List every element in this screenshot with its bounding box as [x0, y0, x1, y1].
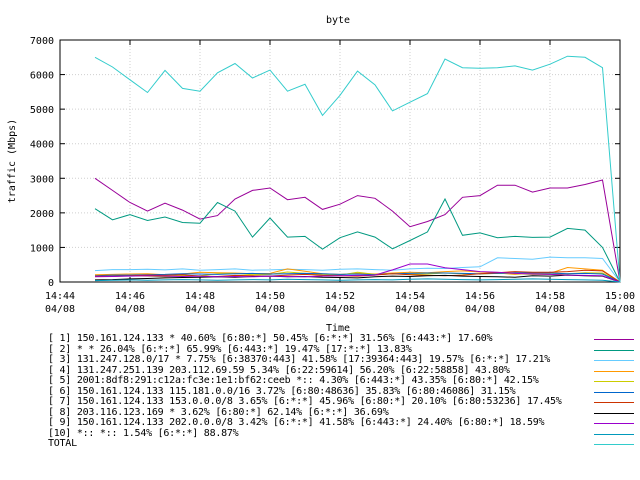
- x-tick-label-date: 04/08: [45, 304, 75, 315]
- legend-item: TOTAL: [48, 438, 638, 450]
- x-tick-label-time: 14:54: [395, 291, 425, 302]
- legend-item: [ 2] * * 26.04% [6:*:*] 65.99% [6:443:*]…: [48, 343, 638, 356]
- x-axis: 14:44 04/08 14:46 04/08 14:48 04/08 14:50 04/08…: [45, 40, 635, 315]
- legend-item: [ 5] 2001:8df8:291:c12a:fc3e:1e1:bf62:ce…: [48, 375, 638, 387]
- x-tick-label-date: 04/08: [395, 304, 425, 315]
- legend-label: [ 4] 131.247.251.139 203.112.69.59 5.34%…: [48, 364, 510, 376]
- y-tick-label: 1000: [30, 243, 54, 254]
- y-tick-label: 6000: [30, 71, 54, 82]
- legend-label: [10] *:: *:: 1.54% [6:*:*] 88.87%: [48, 427, 239, 439]
- legend-label: [ 7] 150.161.124.133 153.0.0.0/8 3.65% […: [48, 396, 562, 407]
- legend-swatch: [594, 423, 634, 424]
- x-tick-label-time: 14:56: [465, 291, 495, 302]
- legend-label: TOTAL: [48, 438, 77, 449]
- series-line-10: [94, 278, 621, 283]
- legend-label: [ 2] * * 26.04% [6:*:*] 65.99% [6:443:*]…: [48, 343, 412, 355]
- legend-label: [ 6] 150.161.124.133 115.181.0.0/16 3.72…: [48, 385, 516, 397]
- x-tick-label-time: 15:00: [605, 291, 635, 302]
- y-tick-label: 5000: [30, 105, 54, 116]
- legend-label: [ 3] 131.247.128.0/17 * 7.75% [6:38370:4…: [48, 354, 551, 365]
- legend-item: [ 3] 131.247.128.0/17 * 7.75% [6:38370:4…: [48, 354, 638, 366]
- x-tick-label-time: 14:48: [185, 291, 215, 302]
- legend-swatch: [594, 391, 634, 393]
- legend-label: [ 9] 150.161.124.133 202.0.0.0/8 3.42% […: [48, 417, 545, 428]
- x-tick-label-date: 04/08: [605, 304, 635, 315]
- series-line-2: [94, 197, 621, 283]
- y-tick-label: 7000: [30, 36, 54, 47]
- series-line-7: [95, 269, 621, 283]
- series-line-11: [94, 55, 621, 283]
- x-tick-label-date: 04/08: [255, 304, 285, 315]
- x-axis-label: Time: [326, 323, 350, 334]
- series-lines: [94, 55, 621, 283]
- x-tick-label-time: 14:46: [115, 291, 145, 302]
- x-tick-label-date: 04/08: [535, 304, 565, 315]
- legend-item: [ 9] 150.161.124.133 202.0.0.0/8 3.42% […: [48, 417, 638, 429]
- legend-item: [ 7] 150.161.124.133 153.0.0.0/8 3.65% […: [48, 396, 638, 408]
- grid-lines: [60, 40, 620, 282]
- series-line-8: [94, 274, 621, 283]
- y-tick-label: 4000: [30, 140, 54, 151]
- x-tick-label-time: 14:50: [255, 291, 285, 302]
- x-tick-label-time: 14:58: [535, 291, 565, 302]
- legend-swatch: [594, 402, 634, 403]
- y-tick-label: 2000: [30, 209, 54, 220]
- y-tick-label: 0: [48, 278, 54, 289]
- x-tick-label-date: 04/08: [115, 304, 145, 315]
- x-tick-label-date: 04/08: [325, 304, 355, 315]
- series-line-3: [94, 256, 621, 283]
- legend-swatch: [594, 349, 634, 351]
- y-axis: 0 1000 2000 3000 4000 5000 6000 7000: [30, 36, 620, 289]
- x-tick-label-date: 04/08: [185, 304, 215, 315]
- legend-swatch: [594, 370, 634, 372]
- series-line-1: [94, 177, 621, 283]
- series-line-9: [94, 263, 621, 283]
- legend-label: [ 1] 150.161.124.133 * 40.60% [6:80:*] 5…: [48, 333, 493, 344]
- legend-item: [ 6] 150.161.124.133 115.181.0.0/16 3.72…: [48, 385, 638, 398]
- legend-item: [10] *:: *:: 1.54% [6:*:*] 88.87%: [48, 427, 638, 440]
- x-tick-label-date: 04/08: [465, 304, 495, 315]
- legend-label: [ 5] 2001:8df8:291:c12a:fc3e:1e1:bf62:ce…: [48, 375, 539, 386]
- legend: [ 1] 150.161.124.133 * 40.60% [6:80:*] 5…: [48, 333, 638, 450]
- legend-item: [ 1] 150.161.124.133 * 40.60% [6:80:*] 5…: [48, 333, 638, 345]
- legend-item: [ 4] 131.247.251.139 203.112.69.59 5.34%…: [48, 364, 638, 377]
- chart-title: byte: [326, 15, 350, 26]
- legend-swatch: [594, 433, 634, 435]
- x-tick-label-time: 14:44: [45, 291, 75, 302]
- legend-swatch: [594, 381, 634, 382]
- legend-item: [ 8] 203.116.123.169 * 3.62% [6:80:*] 62…: [48, 406, 638, 419]
- x-tick-label-time: 14:52: [325, 291, 355, 302]
- legend-swatch: [594, 444, 634, 445]
- y-tick-label: 3000: [30, 174, 54, 185]
- legend-swatch: [594, 360, 634, 361]
- legend-label: [ 8] 203.116.123.169 * 3.62% [6:80:*] 62…: [48, 406, 389, 418]
- legend-swatch: [594, 412, 634, 414]
- y-axis-label: traffic (Mbps): [7, 119, 18, 203]
- legend-swatch: [594, 339, 634, 340]
